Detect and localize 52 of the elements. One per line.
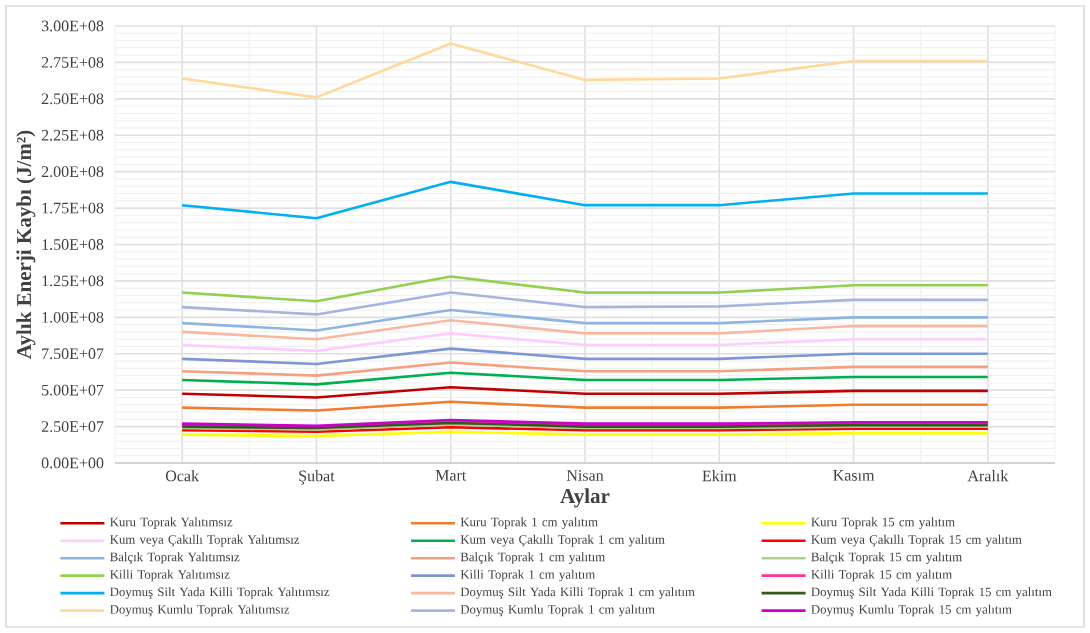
x-tick-label: Kasım bbox=[833, 470, 875, 481]
y-tick-label: 1.00E+08 bbox=[42, 311, 104, 323]
legend-label: Doymuş Silt Yada Killi Toprak Yalıtımsız bbox=[110, 587, 330, 599]
y-tick-label: 2.75E+08 bbox=[41, 56, 104, 68]
legend-label: Kuru Toprak Yalıtımsız bbox=[110, 517, 233, 529]
legend-label: Kuru Toprak 1 cm yalıtım bbox=[460, 517, 598, 529]
line-series bbox=[180, 180, 990, 220]
y-tick-label: 2.50E+07 bbox=[41, 421, 104, 433]
y-tick-label: 5.00E+07 bbox=[42, 384, 104, 396]
legend-label: Doymuş Silt Yada Killi Toprak 15 cm yalıtım bbox=[811, 587, 1052, 599]
y-tick-label: 1.25E+08 bbox=[42, 275, 104, 287]
legend-label: Killi Toprak 15 cm yalıtım bbox=[811, 569, 953, 582]
legend-label: Balçık Toprak Yalıtımsız bbox=[110, 552, 240, 564]
legend-label: Doymuş Kumlu Toprak 1 cm yalıtım bbox=[460, 604, 655, 617]
y-tick-label: 2.00E+08 bbox=[41, 166, 104, 178]
x-tick-label: Mart bbox=[435, 470, 467, 481]
line-series bbox=[180, 308, 990, 332]
y-tick-label: 1.50E+08 bbox=[42, 239, 104, 250]
x-tick-label: Şubat bbox=[299, 470, 335, 485]
y-tick-label: 3.00E+08 bbox=[41, 20, 104, 32]
line-series bbox=[180, 371, 990, 386]
legend-label: Kum veya Çakıllı Toprak Yalıtımsız bbox=[110, 534, 300, 547]
y-tick-label: 2.25E+08 bbox=[41, 129, 104, 141]
legend-label: Doymuş Kumlu Toprak Yalıtımsız bbox=[110, 604, 290, 617]
x-tick-label: Aralık bbox=[967, 470, 1009, 482]
y-tick-label: 7.50E+07 bbox=[42, 348, 104, 360]
legend-label: Doymuş Kumlu Toprak 15 cm yalıtım bbox=[811, 604, 1012, 617]
legend-label: Kum veya Çakıllı Toprak 15 cm yalıtım bbox=[811, 534, 1022, 547]
line-series bbox=[180, 275, 990, 303]
line-series bbox=[180, 385, 990, 399]
x-tick-label: Ekim bbox=[702, 470, 737, 482]
y-axis-title: Aylık Enerji Kaybı (J/m²) bbox=[16, 130, 36, 359]
legend-label: Killi Toprak Yalıtımsız bbox=[110, 569, 230, 582]
line-series bbox=[180, 318, 990, 341]
line-series bbox=[180, 42, 990, 99]
y-tick-label: 2.50E+08 bbox=[41, 93, 104, 105]
legend-label: Balçık Toprak 1 cm yalıtım bbox=[460, 552, 605, 564]
legend-label: Kum veya Çakıllı Toprak 1 cm yalıtım bbox=[460, 534, 665, 547]
x-tick-label: Ocak bbox=[165, 470, 200, 482]
x-tick-label: Nisan bbox=[566, 470, 604, 481]
legend-label: Kuru Toprak 15 cm yalıtım bbox=[811, 517, 955, 529]
legend-label: Doymuş Silt Yada Killi Toprak 1 cm yalıtım bbox=[460, 587, 695, 599]
line-series bbox=[180, 332, 990, 353]
legend-label: Balçık Toprak 15 cm yalıtım bbox=[811, 552, 962, 564]
line-series bbox=[180, 347, 990, 366]
line-series bbox=[180, 361, 990, 377]
line-series bbox=[180, 291, 990, 316]
x-axis-title: Aylar bbox=[560, 488, 610, 508]
y-tick-label: 0.00E+00 bbox=[41, 457, 104, 469]
legend-label: Killi Toprak 1 cm yalıtım bbox=[460, 569, 596, 582]
line-series bbox=[180, 400, 990, 412]
y-tick-label: 1.75E+08 bbox=[42, 202, 104, 214]
